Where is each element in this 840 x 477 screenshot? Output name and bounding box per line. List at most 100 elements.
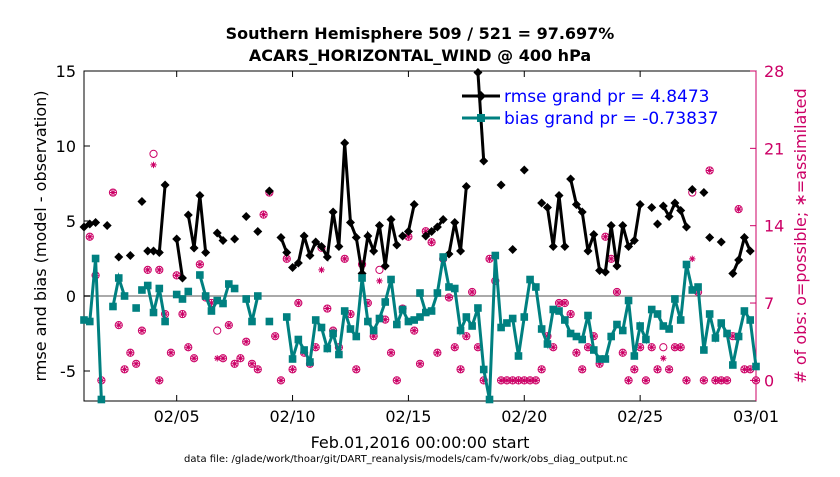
legend-rmse-marker (476, 91, 486, 101)
bias-marker (80, 316, 88, 324)
y-axis-label-left: rmse and bias (model - observation) (31, 90, 50, 381)
obs-possible-marker (612, 287, 622, 297)
bias-marker (508, 314, 517, 323)
obs-possible-marker (682, 376, 691, 385)
bias-marker (288, 355, 297, 363)
obs-assimilated-marker (428, 239, 435, 246)
obs-possible-marker (415, 359, 425, 368)
y-tick-label-left: 5 (66, 212, 76, 231)
bias-marker (653, 310, 662, 318)
obs-assimilated-marker (474, 344, 482, 351)
obs-possible-marker (132, 359, 141, 368)
bias-marker (207, 307, 216, 315)
bias-marker (537, 325, 546, 333)
obs-possible-marker (137, 326, 147, 335)
obs-assimilated-marker (642, 377, 650, 384)
obs-possible-marker (294, 298, 303, 308)
obs-assimilated-marker (248, 360, 256, 367)
rmse-marker (519, 165, 529, 175)
bias-marker (421, 308, 430, 317)
obs-possible-marker (386, 348, 396, 357)
rmse-marker (612, 261, 622, 271)
obs-possible-marker (323, 304, 332, 313)
bias-marker (717, 319, 726, 327)
obs-assimilated-marker (741, 366, 748, 373)
bias-marker (416, 313, 424, 321)
obs-possible-marker (126, 348, 135, 357)
rmse-marker (647, 203, 657, 212)
bias-marker (109, 302, 117, 311)
y-tick-label-right: 21 (764, 139, 784, 158)
obs-assimilated-marker (295, 299, 302, 307)
obs-assimilated-marker (747, 366, 754, 373)
bias-marker (613, 320, 621, 329)
chart-subtitle: ACARS_HORIZONTAL_WIND @ 400 hPa (249, 46, 591, 65)
bias-marker (184, 287, 193, 296)
obs-possible-marker (213, 326, 222, 335)
bias-marker (433, 289, 442, 297)
bias-marker (329, 329, 337, 338)
bias-marker (196, 271, 204, 279)
obs-possible-marker (340, 254, 349, 263)
bias-marker (201, 292, 210, 300)
rmse-line (186, 195, 208, 253)
rmse-marker (374, 221, 384, 230)
bias-marker (404, 317, 413, 326)
bias-marker (85, 317, 94, 326)
obs-possible-marker (288, 365, 297, 374)
y-tick-label-left: -5 (60, 362, 76, 381)
rmse-marker (91, 218, 101, 227)
obs-assimilated-marker (451, 344, 458, 351)
rmse-marker (154, 248, 164, 257)
bias-marker (665, 325, 673, 333)
bias-marker (340, 307, 349, 315)
bias-marker (723, 329, 731, 338)
obs-possible-marker (751, 376, 761, 385)
bias-marker (375, 314, 384, 323)
rmse-marker (114, 252, 124, 262)
obs-assimilated-marker (457, 366, 464, 373)
bias-marker (479, 365, 488, 374)
obs-possible-marker (618, 348, 627, 357)
bias-marker (178, 295, 187, 303)
rmse-marker (317, 242, 327, 251)
rmse-marker (583, 246, 593, 256)
obs-assimilated-marker (607, 255, 615, 263)
obs-assimilated-marker (411, 327, 418, 334)
rmse-line (147, 184, 167, 255)
rmse-marker (189, 243, 199, 253)
obs-assimilated-marker (405, 233, 412, 240)
obs-possible-marker (224, 321, 233, 330)
obs-assimilated-marker (689, 255, 696, 263)
obs-assimilated-marker (277, 377, 285, 384)
obs-assimilated-marker (231, 360, 238, 367)
rmse-line (424, 218, 445, 238)
obs-assimilated-marker (596, 360, 603, 367)
obs-assimilated-marker (619, 349, 626, 356)
obs-assimilated-marker (677, 344, 684, 351)
bias-marker (219, 299, 227, 308)
rmse-marker (398, 231, 408, 241)
obs-assimilated-marker (127, 349, 134, 356)
obs-assimilated-marker (260, 211, 267, 218)
y-tick-label-right: 14 (764, 217, 784, 236)
obs-assimilated-marker (665, 366, 673, 373)
obs-assimilated-marker (718, 377, 725, 384)
bias-marker (491, 251, 500, 260)
obs-possible-marker (259, 210, 268, 219)
obs-possible-marker (247, 359, 257, 368)
obs-assimilated-marker (196, 261, 204, 268)
rmse-marker (183, 210, 193, 220)
obs-assimilated-marker (654, 366, 661, 373)
plot-area: 02/05 02/10 02/15 02/20 02/25 03/01 -5 0 5 10 15 0 7… (56, 62, 785, 426)
obs-possible-marker (143, 265, 152, 274)
bias-marker (740, 307, 749, 315)
bias-marker (682, 260, 691, 269)
obs-possible-marker (155, 376, 164, 385)
obs-assimilated-marker (573, 349, 580, 356)
obs-assimilated-marker (706, 167, 713, 174)
obs-assimilated-marker (515, 377, 522, 384)
bias-marker (630, 352, 639, 360)
rmse-marker (421, 231, 431, 241)
bias-marker (607, 332, 615, 341)
